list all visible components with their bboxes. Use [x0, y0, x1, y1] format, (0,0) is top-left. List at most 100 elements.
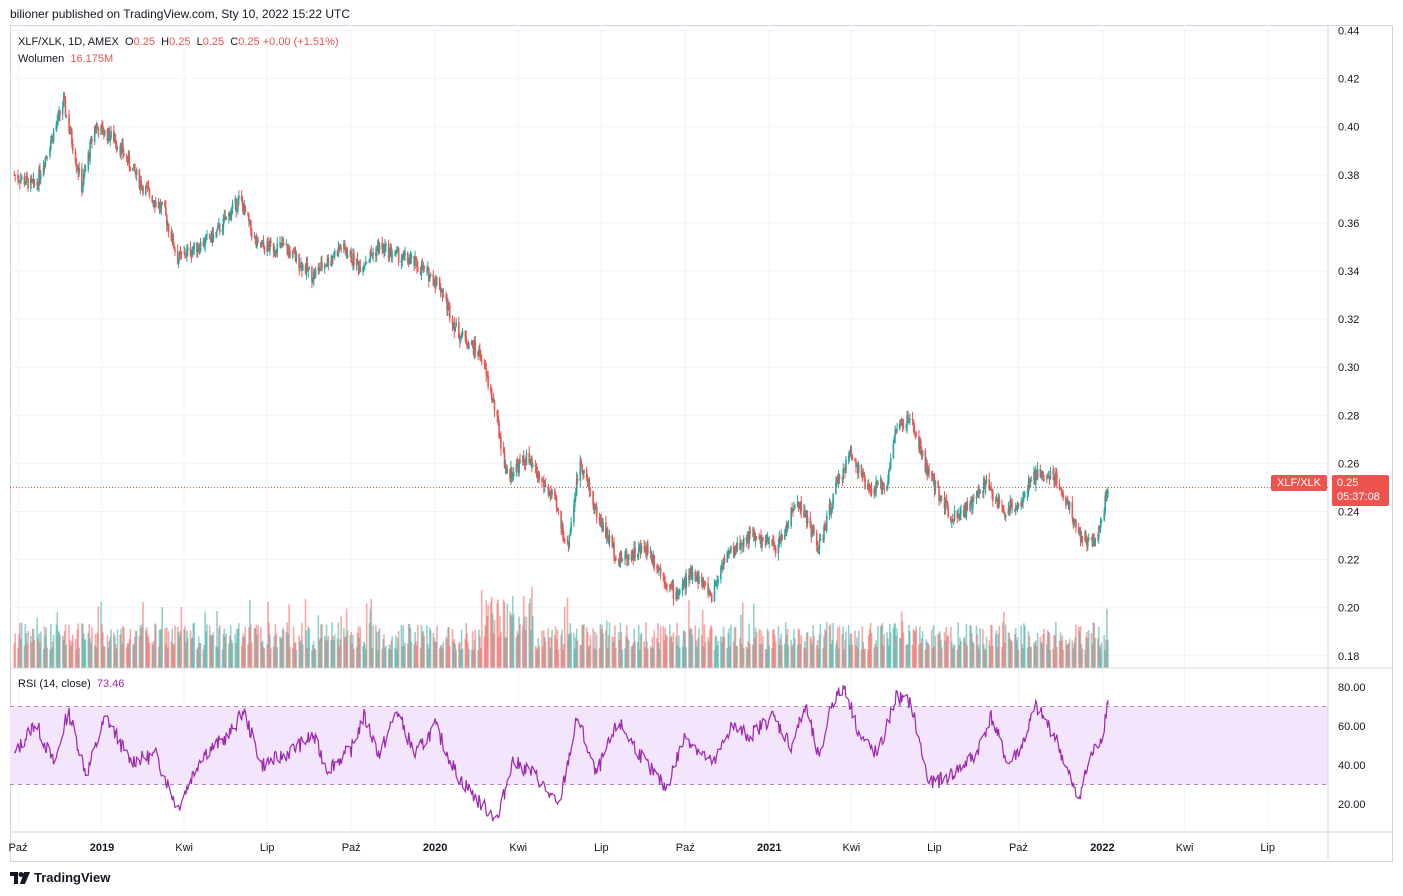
candle-body	[619, 552, 622, 562]
candle-body	[74, 151, 77, 164]
candle-body	[262, 241, 265, 247]
candle-body	[64, 99, 67, 116]
candle-body	[593, 505, 595, 510]
candle-body	[276, 243, 279, 255]
volume-bar	[363, 641, 365, 668]
volume-bar	[773, 629, 775, 668]
candle-body	[643, 546, 645, 548]
volume-bar	[694, 625, 697, 668]
volume-bar	[308, 628, 310, 668]
volume-bar	[108, 640, 111, 668]
volume-bar	[370, 598, 373, 668]
volume-bar	[975, 625, 978, 668]
volume-bar	[140, 627, 143, 668]
volume-bar	[797, 628, 800, 668]
volume-bar	[197, 647, 199, 668]
candle-body	[426, 268, 428, 270]
candle-body	[466, 343, 468, 347]
candle-body	[170, 231, 173, 241]
candle-body	[544, 484, 547, 487]
candle-body	[25, 176, 28, 184]
volume-bar	[1029, 646, 1032, 668]
rsi-label[interactable]: RSI (14, close)	[18, 678, 91, 690]
volume-bar	[368, 623, 371, 668]
volume-bar	[506, 603, 509, 668]
candle-body	[152, 200, 154, 203]
volume-bar	[1003, 642, 1006, 668]
volume-bar	[832, 622, 834, 668]
candle-body	[1017, 503, 1020, 507]
candle-body	[551, 489, 553, 496]
volume-bar	[640, 632, 643, 668]
candle-body	[103, 129, 106, 136]
volume-bar	[1078, 631, 1081, 668]
candle-body	[349, 251, 352, 255]
candle-body	[805, 515, 808, 524]
volume-bar	[327, 635, 330, 668]
volume-bar	[804, 648, 807, 668]
volume-bar	[765, 649, 768, 668]
candle-body	[978, 489, 981, 494]
volume-bar	[445, 636, 447, 668]
symbol-label[interactable]: XLF/XLK, 1D, AMEX	[18, 36, 119, 48]
candle-body	[417, 267, 419, 271]
tradingview-footer[interactable]: TradingView	[10, 870, 110, 885]
volume-bar	[186, 630, 188, 668]
volume-bar	[777, 625, 780, 668]
volume-label[interactable]: Wolumen	[18, 53, 65, 65]
volume-bar	[274, 623, 277, 668]
volume-bar	[523, 616, 526, 668]
candle-body	[994, 500, 997, 502]
candle-body	[1010, 500, 1012, 503]
volume-bar	[560, 635, 562, 668]
candle-body	[230, 208, 233, 215]
candle-body	[122, 144, 124, 155]
volume-bar	[52, 634, 55, 668]
candle-body	[459, 337, 461, 341]
volume-bar	[304, 598, 307, 668]
candle-body	[93, 126, 96, 142]
volume-bar	[670, 635, 673, 668]
candle-body	[14, 174, 17, 176]
volume-bar	[668, 624, 671, 668]
high-label: H	[161, 36, 170, 48]
candle-body	[1029, 479, 1032, 488]
candle-body	[843, 469, 845, 471]
volume-bar	[691, 635, 694, 668]
volume-bar	[669, 637, 672, 668]
candle-body	[267, 241, 269, 246]
volume-bar	[484, 625, 487, 668]
candle-body	[44, 157, 47, 167]
volume-bar	[364, 649, 367, 668]
volume-bar	[68, 624, 70, 668]
candle-body	[362, 267, 364, 273]
candle-body	[666, 584, 668, 587]
candle-body	[293, 250, 296, 254]
volume-bar	[665, 634, 667, 668]
candle-body	[312, 271, 315, 281]
volume-bar	[913, 631, 916, 668]
candle-body	[646, 544, 648, 555]
volume-bar	[51, 641, 54, 668]
volume-bar	[280, 638, 282, 668]
candle-body	[280, 242, 282, 244]
candle-body	[932, 476, 935, 479]
candle-body	[856, 466, 859, 473]
candle-body	[717, 578, 719, 583]
volume-bar	[754, 627, 757, 668]
volume-bar	[477, 649, 479, 668]
publisher-header: bilioner published on TradingView.com, S…	[10, 7, 350, 21]
price-tag-price: 0.25	[1337, 477, 1359, 489]
candle-body	[1040, 476, 1043, 478]
candle-body	[653, 555, 656, 567]
volume-bar	[313, 648, 316, 668]
volume-bar	[1099, 648, 1102, 668]
volume-bar	[605, 630, 607, 668]
candle-body	[620, 552, 623, 561]
volume-bar	[996, 647, 999, 668]
volume-bar	[394, 647, 396, 668]
volume-bar	[529, 598, 531, 668]
candle-body	[557, 510, 560, 512]
candle-body	[1003, 512, 1006, 518]
